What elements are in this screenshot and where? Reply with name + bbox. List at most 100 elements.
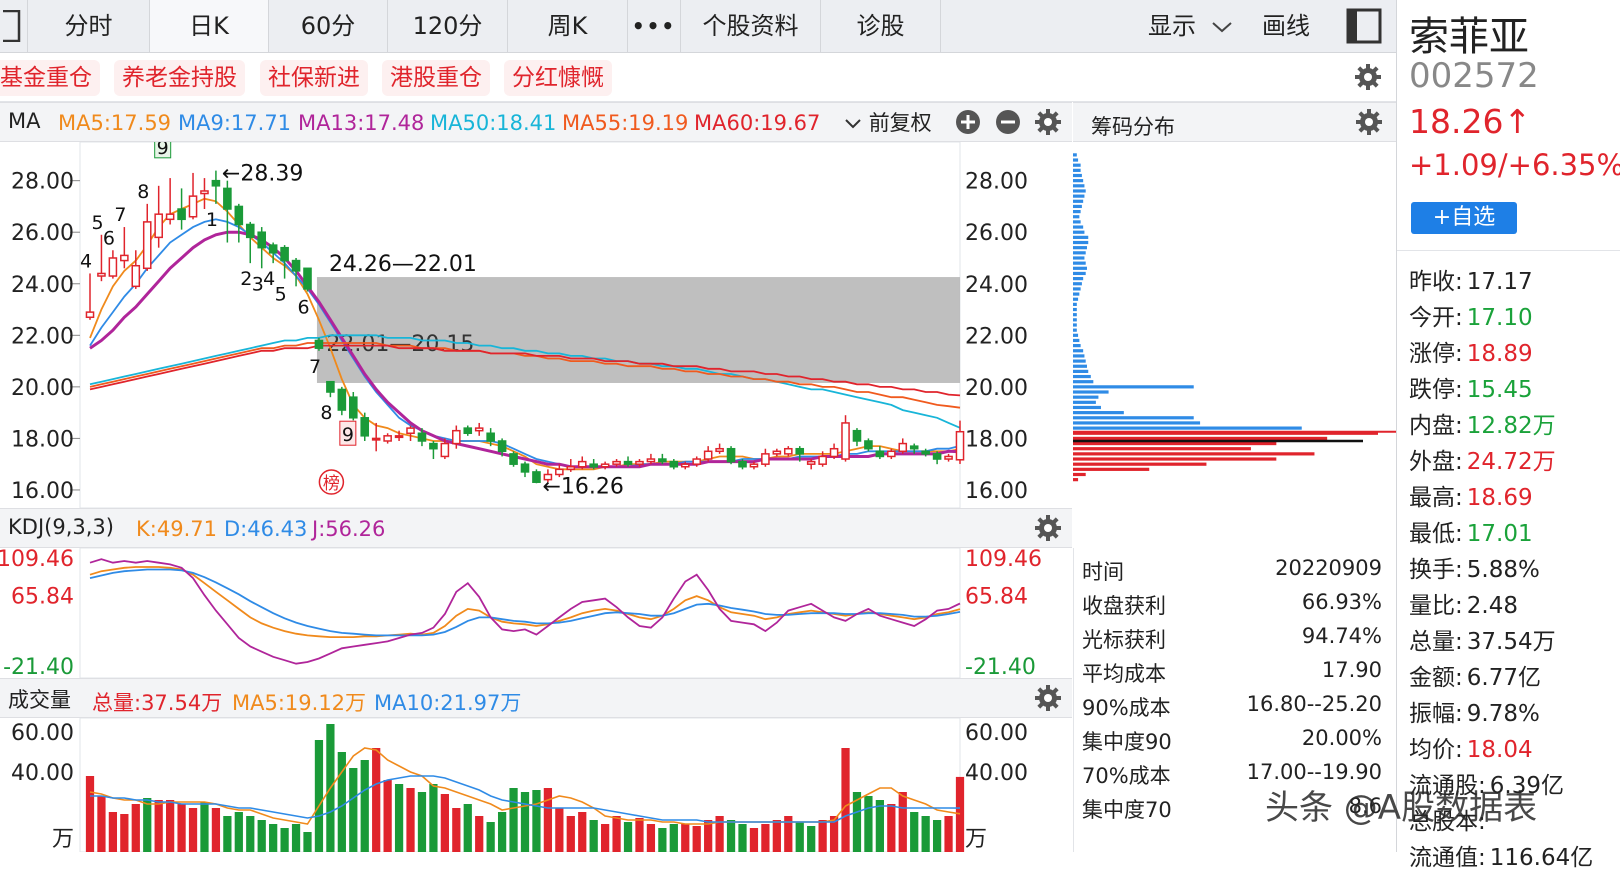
stock-code: 002572 xyxy=(1409,56,1539,96)
stock-change: +1.09/+6.35% xyxy=(1409,148,1620,182)
dragon-tiger-label: 榜 xyxy=(323,474,340,494)
candle xyxy=(154,185,163,248)
quote-key: 昨收: xyxy=(1409,269,1463,295)
candle xyxy=(715,443,724,454)
chip-info-row: 集中度70 8.6 xyxy=(1082,794,1382,824)
candle-body xyxy=(314,339,324,349)
tab-diagnosis[interactable]: 诊股 xyxy=(821,0,941,52)
candlestick-chart[interactable]: 28.00 28.00 26.00 26.00 24.00 24.00 22.00 22.00… xyxy=(0,142,1072,508)
tab-60min[interactable]: 60分 xyxy=(269,0,388,52)
volume-bar xyxy=(898,792,907,852)
candle xyxy=(646,453,656,465)
chip-info-key: 集中度70 xyxy=(1082,798,1172,822)
kdj-d-label: D:46.43 xyxy=(224,517,308,541)
volume-bar xyxy=(841,748,850,852)
low-price-label: ←16.26 xyxy=(542,474,623,499)
volume-bar xyxy=(601,824,610,852)
layout-toggle-icon[interactable] xyxy=(0,0,28,52)
tag-dividend[interactable]: 分红慷慨 xyxy=(504,60,612,96)
tag-hk-holding[interactable]: 港股重仓 xyxy=(382,60,490,96)
candle-body xyxy=(131,264,141,288)
kdj-title: KDJ(9,3,3) xyxy=(8,515,114,539)
candle-body xyxy=(360,417,370,437)
candle-body xyxy=(234,205,244,226)
volume-bar xyxy=(337,752,346,852)
tab-weekly-k[interactable]: 周K xyxy=(508,0,628,52)
chip-info-row: 70%成本 17.00--19.90 xyxy=(1082,760,1382,790)
kdj-settings-gear-icon[interactable] xyxy=(1034,514,1062,542)
quote-row: 量比: 2.48 xyxy=(1409,586,1518,620)
tag-fund-holding[interactable]: 基金重仓 xyxy=(0,60,100,96)
candle xyxy=(932,451,942,465)
sidebar-toggle-icon[interactable] xyxy=(1346,8,1382,48)
tag-settings-gear-icon[interactable] xyxy=(1354,63,1382,91)
chip-bar xyxy=(1073,168,1081,172)
ma-indicator-bar: MA MA5:17.59 MA9:17.71 MA13:17.48 MA50:1… xyxy=(0,102,1072,142)
candle-body xyxy=(783,447,793,455)
chip-header: 筹码分布 xyxy=(1073,102,1396,142)
candle xyxy=(280,245,289,279)
y-tick-label-right: 20.00 xyxy=(965,376,1028,401)
quote-key: 换手: xyxy=(1409,557,1463,583)
adjust-dropdown[interactable]: 前复权 xyxy=(844,107,932,137)
candle xyxy=(291,257,301,287)
chip-bar xyxy=(1073,209,1081,214)
quote-value: 37.54万 xyxy=(1466,629,1556,655)
tab-stock-profile[interactable]: 个股资料 xyxy=(681,0,821,52)
td-count-label: 1 xyxy=(206,209,218,231)
candle xyxy=(142,203,152,271)
candle-body xyxy=(806,460,816,465)
candle xyxy=(875,446,885,460)
ma-settings-gear-icon[interactable] xyxy=(1034,108,1062,136)
candle-body xyxy=(887,450,896,458)
chip-settings-gear-icon[interactable] xyxy=(1355,108,1383,136)
add-watchlist-button[interactable]: +自选 xyxy=(1411,202,1517,234)
chip-bar xyxy=(1073,307,1077,312)
chip-bar xyxy=(1073,153,1077,157)
chip-bar xyxy=(1073,374,1091,379)
candle xyxy=(577,456,587,470)
chip-info-value: 17.00--19.90 xyxy=(1246,760,1382,784)
zoom-out-icon[interactable] xyxy=(995,109,1021,135)
volume-bar xyxy=(509,788,518,852)
chip-bar xyxy=(1073,235,1089,239)
chip-bar xyxy=(1073,256,1085,260)
display-dropdown[interactable]: 显示 xyxy=(1148,0,1234,52)
volume-settings-gear-icon[interactable] xyxy=(1034,684,1062,712)
tag-pension-holding[interactable]: 养老金持股 xyxy=(114,60,245,96)
td-count-label: 5 xyxy=(91,212,103,234)
candle xyxy=(497,438,507,457)
candle xyxy=(795,446,805,462)
chip-info-row: 收盘获利 66.93% xyxy=(1082,590,1382,620)
kdj-j-label: J:56.26 xyxy=(312,517,386,541)
quote-row: 最低: 17.01 xyxy=(1409,514,1533,548)
quote-value: 24.72万 xyxy=(1466,449,1556,475)
chip-info-key: 70%成本 xyxy=(1082,764,1171,788)
quote-row: 振幅: 9.78% xyxy=(1409,694,1540,728)
tab-daily-k[interactable]: 日K xyxy=(150,0,269,52)
pressure-zone xyxy=(316,277,960,383)
candle-body xyxy=(612,460,621,465)
draw-line-button[interactable]: 画线 xyxy=(1262,12,1310,40)
tab-minute[interactable]: 分时 xyxy=(28,0,150,52)
more-tabs-button[interactable]: ••• xyxy=(628,0,681,52)
chip-bar xyxy=(1073,251,1086,255)
candle-body xyxy=(211,179,221,187)
candle-body xyxy=(692,458,702,465)
tab-120min[interactable]: 120分 xyxy=(388,0,508,52)
volume-chart[interactable]: 60.00 60.00 40.00 40.00 万 万 xyxy=(0,718,1072,852)
tag-social-security[interactable]: 社保新进 xyxy=(260,60,368,96)
y-tick-label-left: 18.00 xyxy=(11,427,74,452)
divider xyxy=(1397,250,1620,251)
y-tick-label-right: 24.00 xyxy=(965,273,1028,298)
candle-body xyxy=(875,450,885,458)
candle xyxy=(921,448,930,457)
kdj-chart[interactable]: 109.46 109.46 65.84 65.84 -21.40 -21.40 xyxy=(0,548,1072,678)
volume-bar xyxy=(108,812,118,852)
td-count-label: 5 xyxy=(275,284,287,306)
zoom-in-icon[interactable] xyxy=(955,109,981,135)
quote-value: 9.78% xyxy=(1466,701,1540,727)
volume-bar xyxy=(303,832,312,852)
volume-bar xyxy=(726,820,736,852)
volume-bar xyxy=(955,776,965,852)
